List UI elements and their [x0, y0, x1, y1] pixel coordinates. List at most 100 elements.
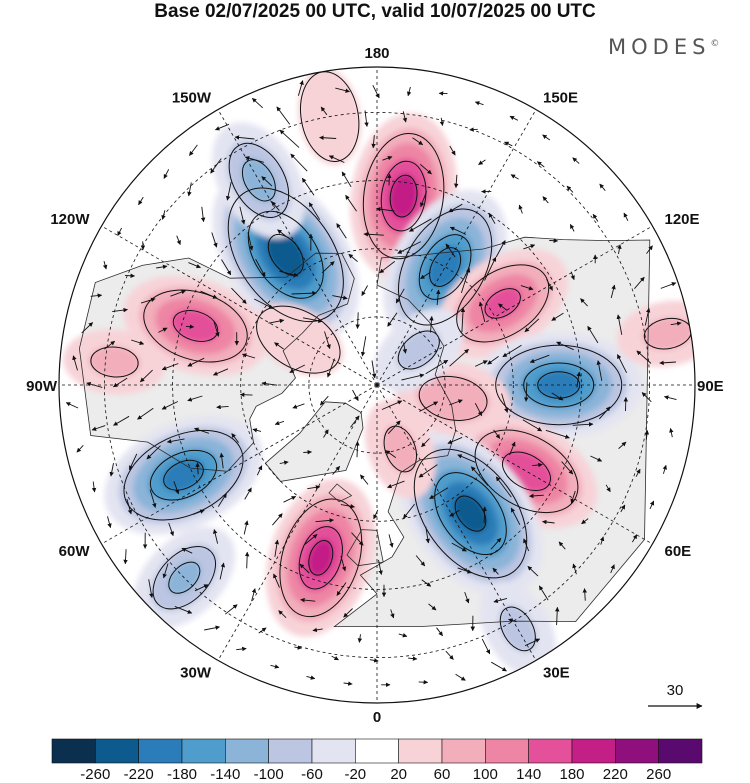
- anomaly-contour: [434, 472, 507, 556]
- wind-arrow: [395, 288, 405, 304]
- wind-arrow: [429, 487, 449, 500]
- wind-arrow: [194, 427, 210, 434]
- wind-arrow: [112, 307, 128, 313]
- wind-arrow: [241, 353, 256, 359]
- wind-arrow: [532, 462, 543, 468]
- wind-arrow: [646, 245, 653, 254]
- colorbar-swatch: [658, 738, 703, 764]
- wind-arrow: [419, 401, 439, 412]
- anomaly-contour: [163, 459, 204, 491]
- wind-arrow: [449, 399, 463, 406]
- wind-arrow: [239, 206, 246, 225]
- wind-arrow: [478, 159, 486, 165]
- colorbar-tick-label: -140: [210, 766, 240, 783]
- colorbar-tick-label: 60: [434, 766, 451, 783]
- wind-arrow: [376, 206, 395, 212]
- anomaly-contour: [484, 288, 521, 319]
- wind-arrow: [279, 460, 289, 465]
- reference-vector-label: 30: [667, 682, 684, 699]
- wind-arrow: [163, 169, 170, 179]
- wind-arrow: [398, 633, 408, 638]
- wind-arrow: [149, 489, 157, 508]
- colorbar-tick-label: 180: [559, 766, 584, 783]
- wind-arrow: [350, 415, 360, 428]
- wind-arrow: [610, 284, 616, 299]
- wind-arrow: [279, 129, 300, 148]
- meridian: [376, 221, 661, 386]
- wind-arrow: [299, 563, 310, 574]
- wind-arrow: [239, 392, 253, 398]
- wind-arrow: [412, 137, 424, 146]
- colorbar-tick-label: 100: [473, 766, 498, 783]
- colorbar-tick-label: 220: [603, 766, 628, 783]
- anomaly-contour: [90, 346, 139, 378]
- wind-arrow: [194, 584, 209, 592]
- wind-arrow: [616, 314, 623, 335]
- wind-arrow: [448, 203, 463, 213]
- wind-arrow: [168, 522, 174, 537]
- wind-arrow: [91, 425, 106, 431]
- wind-arrow: [340, 504, 355, 509]
- coastline: [78, 252, 355, 472]
- wind-arrow: [258, 627, 267, 634]
- wind-arrow: [123, 549, 128, 565]
- wind-arrow: [402, 342, 408, 354]
- meridian: [213, 384, 378, 669]
- anomaly-fill: [161, 458, 206, 492]
- wind-arrow: [488, 212, 496, 224]
- wind-arrow: [336, 223, 347, 239]
- wind-arrow: [234, 135, 255, 140]
- wind-arrow: [663, 395, 677, 401]
- wind-arrow: [195, 462, 200, 475]
- wind-vectors: [65, 80, 682, 688]
- wind-arrow: [340, 555, 347, 572]
- wind-arrow: [581, 518, 589, 525]
- wind-arrow: [457, 454, 476, 463]
- wind-arrow: [502, 344, 522, 358]
- colorbar-swatch: [51, 738, 96, 764]
- wind-arrow: [545, 429, 570, 439]
- wind-arrow: [352, 389, 359, 401]
- wind-arrow: [187, 182, 192, 197]
- wind-arrow: [435, 289, 441, 306]
- wind-arrow: [212, 368, 229, 376]
- wind-arrow: [599, 536, 605, 545]
- wind-arrow: [355, 312, 360, 329]
- longitude-labels: 180 150E 120E 90E 60E 30E 0 30W 60W 90W 120W 150W: [26, 45, 724, 726]
- wind-arrow: [336, 582, 347, 596]
- wind-arrow: [470, 466, 489, 486]
- wind-arrow: [187, 357, 205, 367]
- wind-arrow: [107, 516, 112, 529]
- colorbar-tick-label: 20: [390, 766, 407, 783]
- wind-arrow: [211, 232, 218, 248]
- anomaly-contour: [143, 289, 248, 363]
- colorbar-swatch: [571, 738, 616, 764]
- wind-arrow: [401, 373, 425, 381]
- wind-arrow: [445, 650, 454, 660]
- wind-arrow: [418, 679, 429, 685]
- logo-mark: ©: [710, 39, 720, 49]
- map-disc: [59, 67, 695, 703]
- wind-arrow: [321, 261, 335, 274]
- wind-arrow: [363, 231, 384, 237]
- modes-logo: MODES©: [608, 35, 719, 59]
- colorbar-tick-label: -20: [344, 766, 366, 783]
- longitude-label: 120E: [665, 211, 700, 228]
- wind-arrow: [460, 267, 471, 294]
- wind-arrow: [131, 339, 145, 345]
- wind-arrow: [509, 115, 519, 121]
- wind-arrow: [418, 464, 438, 478]
- wind-arrow: [166, 438, 185, 444]
- wind-arrow: [255, 258, 266, 277]
- colorbar-tick-label: -60: [301, 766, 323, 783]
- anomaly-contour: [308, 540, 334, 576]
- wind-arrow: [572, 157, 580, 164]
- wind-arrow: [252, 428, 262, 433]
- wind-arrow: [634, 276, 645, 289]
- wind-arrow: [300, 597, 316, 603]
- wind-arrow: [592, 213, 599, 222]
- coastline: [333, 236, 651, 627]
- wind-arrow: [536, 161, 545, 168]
- wind-arrow: [332, 465, 341, 475]
